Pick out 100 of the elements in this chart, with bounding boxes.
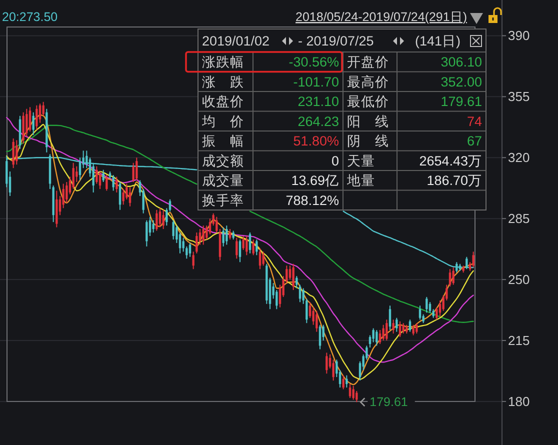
candlestick bbox=[226, 225, 228, 246]
candlestick bbox=[196, 232, 198, 254]
annotation: 阴 线 bbox=[347, 134, 389, 148]
candlestick bbox=[172, 220, 174, 240]
candlestick bbox=[292, 263, 294, 290]
candlestick bbox=[158, 208, 162, 228]
text: 2018/05/24-2019/07/24(291日) bbox=[296, 10, 467, 24]
candlestick bbox=[192, 251, 194, 270]
candlestick bbox=[238, 238, 242, 263]
annotation: 179.61 bbox=[370, 395, 408, 410]
annotation: 成交额 bbox=[202, 153, 244, 168]
annotation: 179.61 bbox=[440, 94, 482, 109]
candlestick bbox=[202, 225, 204, 246]
candlestick bbox=[146, 220, 148, 247]
annotation: 51.80% bbox=[293, 134, 339, 148]
candlestick bbox=[346, 374, 348, 388]
annotation: 阳 线 bbox=[347, 114, 389, 129]
annotation: 地量 bbox=[346, 173, 375, 188]
annotation: -101.70 bbox=[293, 74, 339, 90]
candlestick bbox=[128, 186, 132, 207]
candlestick bbox=[136, 157, 138, 181]
candlestick bbox=[316, 310, 318, 332]
candlestick bbox=[398, 320, 402, 338]
candlestick bbox=[308, 302, 312, 318]
candlestick bbox=[32, 112, 34, 136]
annotation: 306.10 bbox=[440, 54, 482, 70]
candlestick bbox=[342, 374, 344, 390]
candlestick bbox=[246, 236, 248, 256]
candlestick bbox=[112, 174, 114, 192]
candlestick bbox=[122, 188, 124, 206]
annotation: - 2019/07/25 bbox=[298, 34, 374, 48]
candlestick bbox=[152, 220, 154, 234]
annotation: 0 bbox=[331, 153, 339, 168]
y-tick-label: 285 bbox=[508, 211, 530, 226]
candlestick bbox=[428, 302, 432, 314]
candlestick bbox=[258, 248, 262, 270]
candlestick bbox=[396, 317, 398, 332]
annotation: 换手率 bbox=[202, 192, 244, 208]
candlestick bbox=[16, 140, 18, 166]
annotation: 开盘价 bbox=[347, 54, 389, 70]
candlestick bbox=[28, 106, 32, 132]
y-tick-label: 180 bbox=[508, 394, 530, 409]
annotation: 振 幅 bbox=[202, 134, 244, 148]
candlestick bbox=[242, 236, 244, 250]
annotation: 13.69亿 bbox=[291, 173, 339, 188]
annotation: 67 bbox=[466, 134, 482, 148]
annotation: 2654.43万 bbox=[419, 153, 482, 168]
annotation: 涨跌幅 bbox=[202, 54, 244, 70]
candlestick bbox=[412, 324, 414, 336]
candlestick bbox=[448, 268, 452, 288]
candlestick bbox=[388, 305, 392, 331]
candlestick bbox=[76, 166, 78, 183]
candlestick bbox=[236, 237, 238, 260]
candlestick bbox=[402, 322, 404, 334]
candlestick bbox=[98, 171, 102, 190]
candlestick bbox=[162, 209, 164, 230]
candlestick bbox=[262, 251, 264, 266]
candlestick bbox=[42, 101, 44, 116]
annotation: 均 价 bbox=[201, 114, 244, 129]
candlestick bbox=[12, 138, 14, 169]
annotation: 最高价 bbox=[347, 74, 389, 90]
candlestick bbox=[252, 238, 254, 256]
annotation: 231.10 bbox=[298, 94, 339, 109]
annotation: 成交量 bbox=[202, 173, 244, 188]
candlestick bbox=[326, 352, 328, 374]
candlestick bbox=[382, 324, 384, 341]
annotation: 2019/01/02 bbox=[202, 34, 270, 48]
annotation: 74 bbox=[466, 114, 482, 129]
y-tick-label: 215 bbox=[508, 333, 530, 348]
candlestick bbox=[188, 242, 192, 258]
candlestick bbox=[416, 322, 418, 334]
annotation: 264.23 bbox=[298, 114, 339, 129]
candlestick bbox=[38, 103, 42, 124]
candlestick bbox=[116, 176, 118, 193]
candlestick bbox=[222, 226, 224, 247]
candlestick bbox=[156, 209, 158, 232]
candlestick bbox=[418, 305, 422, 320]
candlestick bbox=[386, 319, 388, 341]
y-tick-label: 355 bbox=[508, 89, 530, 104]
candlestick bbox=[298, 284, 302, 303]
y-tick-label: 320 bbox=[508, 150, 530, 166]
annotation: 最低价 bbox=[347, 94, 389, 109]
candlestick bbox=[318, 324, 322, 350]
candlestick bbox=[248, 232, 252, 254]
candlestick bbox=[392, 319, 394, 334]
y-tick-label: 250 bbox=[508, 272, 530, 288]
candlestick bbox=[102, 169, 104, 183]
candlestick bbox=[352, 385, 354, 400]
candlestick bbox=[472, 251, 474, 268]
annotation: (141日) bbox=[415, 34, 461, 48]
annotation: 352.00 bbox=[440, 74, 482, 90]
candlestick bbox=[376, 330, 378, 346]
y-tick-label: 390 bbox=[508, 28, 530, 44]
annotation: 788.12% bbox=[286, 192, 339, 208]
annotation: -30.56% bbox=[288, 54, 339, 70]
candlestick bbox=[296, 276, 298, 289]
annotation: 涨 跌 bbox=[202, 74, 244, 90]
candlestick bbox=[208, 218, 212, 235]
candlestick bbox=[36, 104, 38, 130]
candlestick bbox=[426, 296, 428, 314]
